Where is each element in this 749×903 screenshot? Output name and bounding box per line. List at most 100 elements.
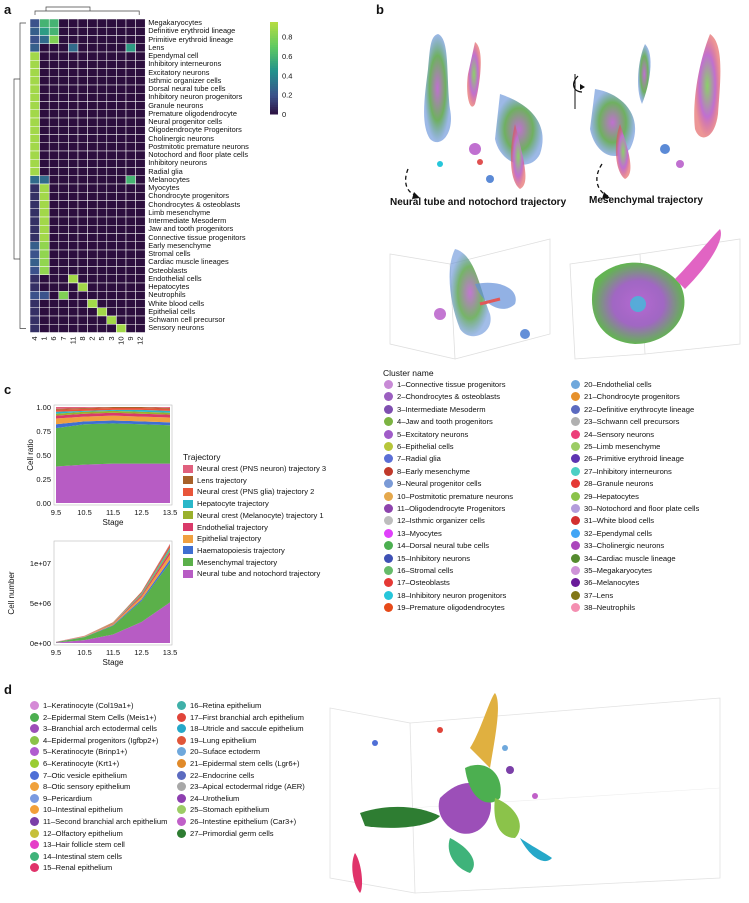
legend-dot-icon — [571, 516, 580, 526]
cluster-legend-item: 7–Radial glia — [384, 454, 441, 464]
heatmap-row-label: Cardiac muscle lineages — [148, 257, 229, 267]
cluster-legend-title: Cluster name — [383, 368, 434, 378]
heatmap-cell — [68, 150, 79, 160]
heatmap-cell — [125, 274, 136, 284]
heatmap-row-label: Cholinergic neurons — [148, 133, 214, 143]
heatmap-cell — [77, 225, 88, 234]
epithelial-legend-item: 24–Urothelium — [177, 793, 239, 803]
heatmap-cell — [48, 315, 60, 325]
heatmap-cell — [58, 126, 69, 135]
heatmap-cell — [116, 101, 127, 110]
cluster-legend-item: 3–Intermediate Mesoderm — [384, 404, 486, 414]
cluster-legend-item: 11–Oligodendrocyte Progenitors — [384, 504, 505, 513]
heatmap-cell — [58, 27, 69, 36]
cluster-legend-item: 38–Neutrophils — [571, 603, 635, 613]
heatmap-cell — [39, 35, 50, 44]
heatmap-cell — [29, 225, 40, 234]
heatmap-cell — [29, 307, 40, 317]
cluster-legend-item: 28–Granule neurons — [571, 479, 653, 489]
epithelial-legend-label: 23–Apical ectodermal ridge (AER) — [190, 782, 305, 792]
heatmap-cell — [125, 93, 136, 102]
ratio-x-tick-label: 11.5 — [106, 508, 120, 517]
trajectory-legend-item: Hepatocyte trajectory — [183, 499, 269, 508]
heatmap-cell — [68, 18, 79, 28]
heatmap-cell — [68, 258, 79, 267]
heatmap-column-label: 4 — [30, 337, 39, 341]
heatmap-row-label: Osteoblasts — [148, 265, 188, 275]
legend-dot-icon — [177, 759, 186, 768]
heatmap-cell — [125, 216, 136, 226]
heatmap-cell — [125, 18, 136, 28]
ratio-area-series — [56, 410, 170, 416]
ratio-area-series — [56, 423, 170, 467]
cluster-legend-item: 33–Cholinergic neurons — [571, 541, 664, 551]
legend-dot-icon — [30, 805, 39, 815]
heatmap-cell — [87, 315, 98, 325]
heatmap-cell — [48, 18, 60, 28]
heatmap-row-label: Sensory neurons — [148, 323, 205, 333]
heatmap-cell — [29, 101, 40, 110]
heatmap-cell — [116, 274, 127, 284]
number-x-tick-label: 11.5 — [106, 648, 120, 657]
heatmap-cell — [87, 233, 98, 242]
heatmap-cell — [106, 183, 117, 193]
cluster-legend-item: 1–Connective tissue progenitors — [384, 380, 506, 389]
heatmap-cell — [87, 134, 98, 143]
heatmap-cell — [58, 225, 69, 234]
heatmap-cell — [29, 241, 40, 251]
heatmap-cell — [135, 109, 146, 119]
cluster-legend-label: 31–White blood cells — [584, 516, 655, 526]
umap-3d-mesenchymal — [569, 229, 741, 360]
heatmap-cell — [68, 307, 79, 317]
heatmap-cell — [135, 43, 146, 53]
heatmap-cell — [68, 84, 79, 94]
legend-dot-icon — [30, 817, 39, 826]
heatmap-cell — [29, 68, 40, 77]
heatmap-cell — [135, 266, 146, 275]
legend-dot-icon — [177, 712, 186, 722]
heatmap-cell — [29, 258, 40, 267]
heatmap-cell — [29, 134, 40, 143]
trajectory-legend-label: Endothelial trajectory — [197, 522, 268, 532]
heatmap-cell — [106, 101, 117, 110]
heatmap-cell — [68, 101, 79, 110]
heatmap-cell — [106, 76, 117, 86]
heatmap-cell — [135, 51, 146, 61]
heatmap-cell — [96, 167, 108, 176]
heatmap-cell — [96, 200, 108, 209]
heatmap-row-label: Inhibitory neuron progenitors — [148, 92, 243, 102]
heatmap-cell — [58, 84, 69, 94]
heatmap-cell — [116, 150, 127, 160]
heatmap-cell — [135, 225, 146, 234]
legend-dot-icon — [177, 817, 186, 826]
heatmap-cell — [106, 159, 117, 168]
heatmap-cell — [68, 200, 79, 209]
heatmap-cell — [96, 93, 108, 102]
heatmap-cell — [77, 249, 88, 259]
legend-swatch-icon — [183, 569, 193, 578]
epithelial-legend-label: 11–Second branchial arch epithelium — [43, 817, 168, 826]
legend-dot-icon — [384, 541, 393, 551]
heatmap-cell — [125, 175, 136, 185]
epithelial-legend-item: 22–Endocrine cells — [177, 770, 254, 780]
heatmap-cell — [58, 142, 69, 152]
heatmap-cell — [77, 159, 88, 168]
heatmap-row-label: Myocytes — [148, 183, 180, 192]
heatmap-cell — [87, 200, 98, 209]
heatmap-cell — [48, 266, 60, 275]
heatmap-cell — [77, 35, 88, 44]
ratio-area-series — [56, 463, 170, 503]
heatmap-cell — [87, 167, 98, 176]
cluster-legend-label: 13–Myocytes — [397, 528, 442, 538]
heatmap-cell — [135, 324, 146, 333]
cluster-legend-item: 5–Excitatory neurons — [384, 429, 468, 439]
legend-dot-icon — [177, 770, 186, 780]
heatmap-cell — [135, 282, 146, 292]
heatmap-cell — [116, 241, 127, 251]
number-area-series — [56, 554, 170, 643]
heatmap-cell — [39, 241, 50, 251]
heatmap-cell — [58, 117, 69, 127]
heatmap-cell — [48, 27, 60, 36]
legend-dot-icon — [177, 805, 186, 815]
heatmap-row-label: Melanocytes — [148, 174, 190, 184]
